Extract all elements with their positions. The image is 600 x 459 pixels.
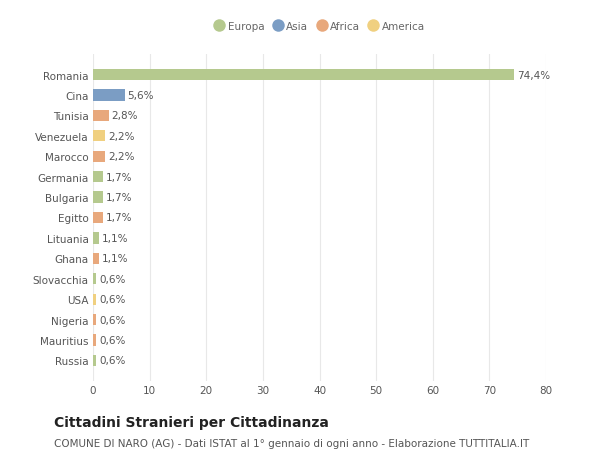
Text: 0,6%: 0,6% bbox=[99, 356, 125, 365]
Text: 2,2%: 2,2% bbox=[108, 132, 135, 141]
Text: 0,6%: 0,6% bbox=[99, 274, 125, 284]
Bar bbox=[93, 111, 109, 122]
Text: 0,6%: 0,6% bbox=[99, 315, 125, 325]
Text: 1,7%: 1,7% bbox=[106, 172, 132, 182]
Bar bbox=[93, 274, 97, 285]
Bar bbox=[93, 172, 103, 183]
Bar bbox=[93, 253, 99, 264]
Text: 0,6%: 0,6% bbox=[99, 335, 125, 345]
Text: 1,7%: 1,7% bbox=[106, 213, 132, 223]
Text: 5,6%: 5,6% bbox=[128, 91, 154, 101]
Bar bbox=[93, 90, 125, 101]
Text: COMUNE DI NARO (AG) - Dati ISTAT al 1° gennaio di ogni anno - Elaborazione TUTTI: COMUNE DI NARO (AG) - Dati ISTAT al 1° g… bbox=[54, 438, 529, 448]
Text: 2,8%: 2,8% bbox=[112, 111, 138, 121]
Bar bbox=[93, 314, 97, 325]
Bar bbox=[93, 131, 106, 142]
Text: 2,2%: 2,2% bbox=[108, 152, 135, 162]
Bar bbox=[93, 213, 103, 224]
Legend: Europa, Asia, Africa, America: Europa, Asia, Africa, America bbox=[210, 18, 429, 36]
Bar bbox=[93, 151, 106, 162]
Text: 1,1%: 1,1% bbox=[102, 233, 128, 243]
Text: 74,4%: 74,4% bbox=[517, 71, 550, 80]
Text: 1,7%: 1,7% bbox=[106, 193, 132, 203]
Bar bbox=[93, 233, 99, 244]
Text: 1,1%: 1,1% bbox=[102, 254, 128, 264]
Bar bbox=[93, 355, 97, 366]
Text: Cittadini Stranieri per Cittadinanza: Cittadini Stranieri per Cittadinanza bbox=[54, 415, 329, 429]
Text: 0,6%: 0,6% bbox=[99, 295, 125, 304]
Bar bbox=[93, 70, 514, 81]
Bar bbox=[93, 192, 103, 203]
Bar bbox=[93, 294, 97, 305]
Bar bbox=[93, 335, 97, 346]
